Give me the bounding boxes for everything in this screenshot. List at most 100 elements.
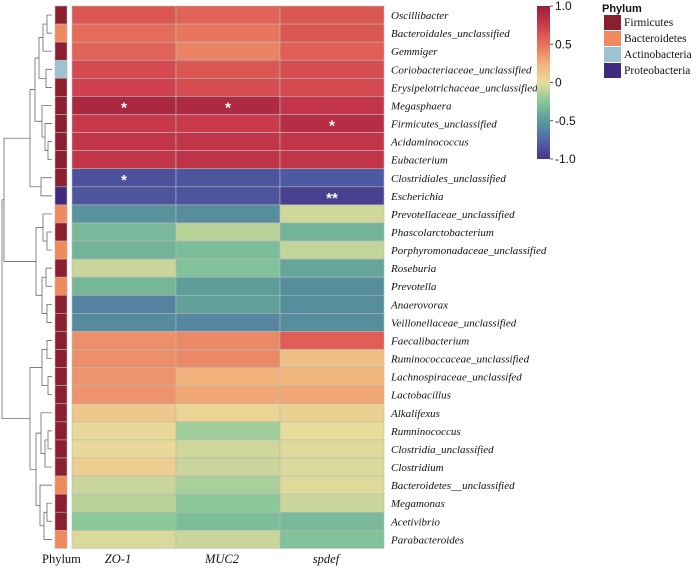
heatmap-cell <box>175 276 281 296</box>
heatmap-cell <box>279 439 385 459</box>
row-label: Eubacterium <box>390 155 448 167</box>
heatmap-cell <box>71 114 177 133</box>
heatmap-cell <box>279 331 385 350</box>
heatmap-cell <box>175 511 281 531</box>
row-label: Bacteroidetes__unclassified <box>391 480 515 492</box>
heatmap-cell <box>175 150 281 170</box>
heatmap-cell <box>279 421 385 441</box>
heatmap-cell <box>279 385 385 405</box>
row-label: Megamonas <box>390 498 445 510</box>
row-label: Oscillibacter <box>391 10 449 22</box>
heatmap-cell <box>175 132 281 151</box>
dendrogram-branch <box>41 105 52 138</box>
legend-swatch <box>604 15 621 30</box>
heatmap-cell <box>175 59 281 79</box>
phylum-cell <box>54 59 68 79</box>
legend-label: Actinobacteria <box>624 49 692 61</box>
dendrogram-branch <box>1 199 30 419</box>
legend-swatch <box>604 47 621 62</box>
phylum-cell <box>54 349 68 368</box>
heatmap-cell <box>175 240 281 260</box>
dendrogram-branch <box>43 511 52 540</box>
heatmap-cell <box>175 439 281 459</box>
heatmap-cell <box>175 222 281 242</box>
row-dendrogram <box>1 14 52 540</box>
heatmap-cell <box>175 294 281 314</box>
heatmap-cell <box>175 204 281 224</box>
phylum-cell <box>54 439 68 459</box>
row-label: Gemmiger <box>391 46 438 58</box>
heatmap-cell <box>175 349 281 368</box>
heatmap-cell <box>279 349 385 368</box>
significance-star: * <box>121 172 127 189</box>
heatmap-cell <box>279 59 385 79</box>
phylum-cell <box>54 78 68 97</box>
row-label: Erysipelotrichaceae_unclassified <box>390 82 538 94</box>
phylum-cell <box>54 294 68 314</box>
row-label: Lactobacillus <box>390 390 451 402</box>
phylum-cell <box>54 367 68 386</box>
heatmap-cell <box>279 132 385 151</box>
heatmap-cell <box>71 313 177 332</box>
phylum-axis-label: Phylum <box>42 552 81 566</box>
row-label: Prevotellaceae_unclassified <box>390 209 515 221</box>
dendrogram-branch <box>47 430 52 450</box>
phylum-cell <box>54 41 68 61</box>
heatmap-cell <box>175 78 281 97</box>
dendrogram-branch <box>42 213 52 242</box>
phylum-cell <box>54 403 68 423</box>
legend-swatch <box>604 31 621 46</box>
colorbar-tick-label: 0.5 <box>555 37 572 51</box>
heatmap-cell <box>71 276 177 296</box>
significance-star: * <box>329 118 335 135</box>
dendrogram-branch <box>44 123 52 151</box>
significance-star: ** <box>326 190 338 207</box>
heatmap-cell <box>175 41 281 61</box>
phylum-cell <box>54 5 68 25</box>
heatmap-cell <box>279 240 385 260</box>
heatmap-cell <box>279 457 385 477</box>
phylum-cell <box>54 186 68 206</box>
heatmap-cell <box>71 240 177 260</box>
heatmap-cell <box>279 313 385 332</box>
phylum-cell <box>54 168 68 188</box>
heatmap-cell <box>71 331 177 350</box>
legend-label: Proteobacteria <box>624 65 690 77</box>
column-labels: ZO-1 MUC2 spdef <box>105 552 341 566</box>
phylum-cell <box>54 240 68 260</box>
dendrogram-branch <box>46 502 52 522</box>
phylum-cell <box>54 23 68 43</box>
heatmap-cell <box>71 132 177 151</box>
legend-swatch <box>604 63 621 78</box>
dendrogram-branch <box>40 177 52 197</box>
dendrogram-branch <box>40 412 52 454</box>
heatmap-cell <box>175 186 281 206</box>
row-label: Anaerovorax <box>390 299 448 311</box>
row-label: Bacteroidales_unclassified <box>391 28 510 40</box>
row-label: Veillonellaceae_unclassified <box>391 317 517 329</box>
heatmap-cell <box>279 150 385 170</box>
phylum-cell <box>54 276 68 296</box>
phylum-cell <box>54 114 68 133</box>
row-labels: Oscillibacter Bacteroidales_unclassified G… <box>390 10 547 546</box>
dendrogram-branch <box>47 376 52 396</box>
legend-title: Phylum <box>602 3 642 15</box>
dendrogram-branch <box>44 439 52 468</box>
row-label: Alkalifexus <box>390 408 440 420</box>
heatmap-cell <box>279 403 385 423</box>
row-label: Prevotella <box>390 281 437 293</box>
heatmap-cell <box>71 511 177 531</box>
phylum-cell <box>54 204 68 224</box>
row-label: Lachnospiraceae_unclassifed <box>390 372 522 384</box>
significance-markers: * ***** <box>121 99 338 206</box>
row-label: Firmicutes_unclassified <box>390 119 497 131</box>
phylum-cell <box>54 132 68 151</box>
heatmap-cell <box>175 385 281 405</box>
heatmap-cell <box>279 96 385 115</box>
dendrogram-branch <box>39 484 52 527</box>
phylum-cell <box>54 313 68 332</box>
heatmap-cell <box>279 168 385 188</box>
dendrogram-branch <box>46 303 52 323</box>
phylum-cell <box>54 222 68 242</box>
